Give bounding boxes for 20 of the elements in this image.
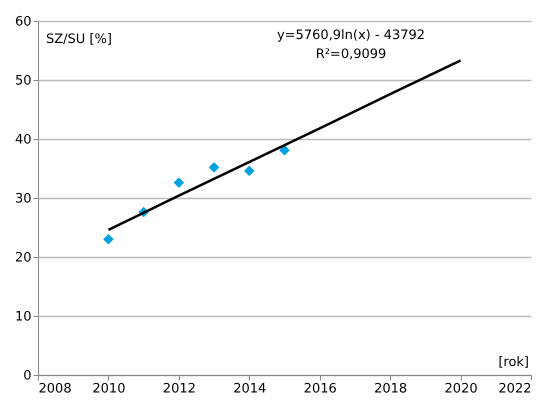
y-tick-label: 0 [23,368,32,384]
line-series [107,59,462,232]
y-tick-label: 30 [14,192,32,206]
x-tick-label: 2012 [162,382,196,396]
annotation: y=5760,9ln(x) - 43792 [276,28,426,43]
x-tick-label: 2020 [444,382,478,396]
annotation: R²=0,9099 [316,47,386,62]
x-axis-title: [rok] [498,355,529,370]
y-tick-label: 60 [14,14,32,30]
x-tick-label: 2016 [304,382,337,396]
y-tick-label: 40 [14,132,32,148]
x-tick-label: 2022 [498,382,532,396]
x-tick-label: 2008 [38,382,72,396]
y-tick-label: 10 [14,310,32,324]
x-tick-label: 2014 [233,382,266,396]
y-axis-title: SZ/SU [%] [46,32,112,47]
y-tick-label: 20 [14,250,32,266]
x-tick-label: 2010 [92,382,126,396]
x-tick-label: 2018 [374,382,408,396]
y-tick-label: 50 [14,74,32,88]
